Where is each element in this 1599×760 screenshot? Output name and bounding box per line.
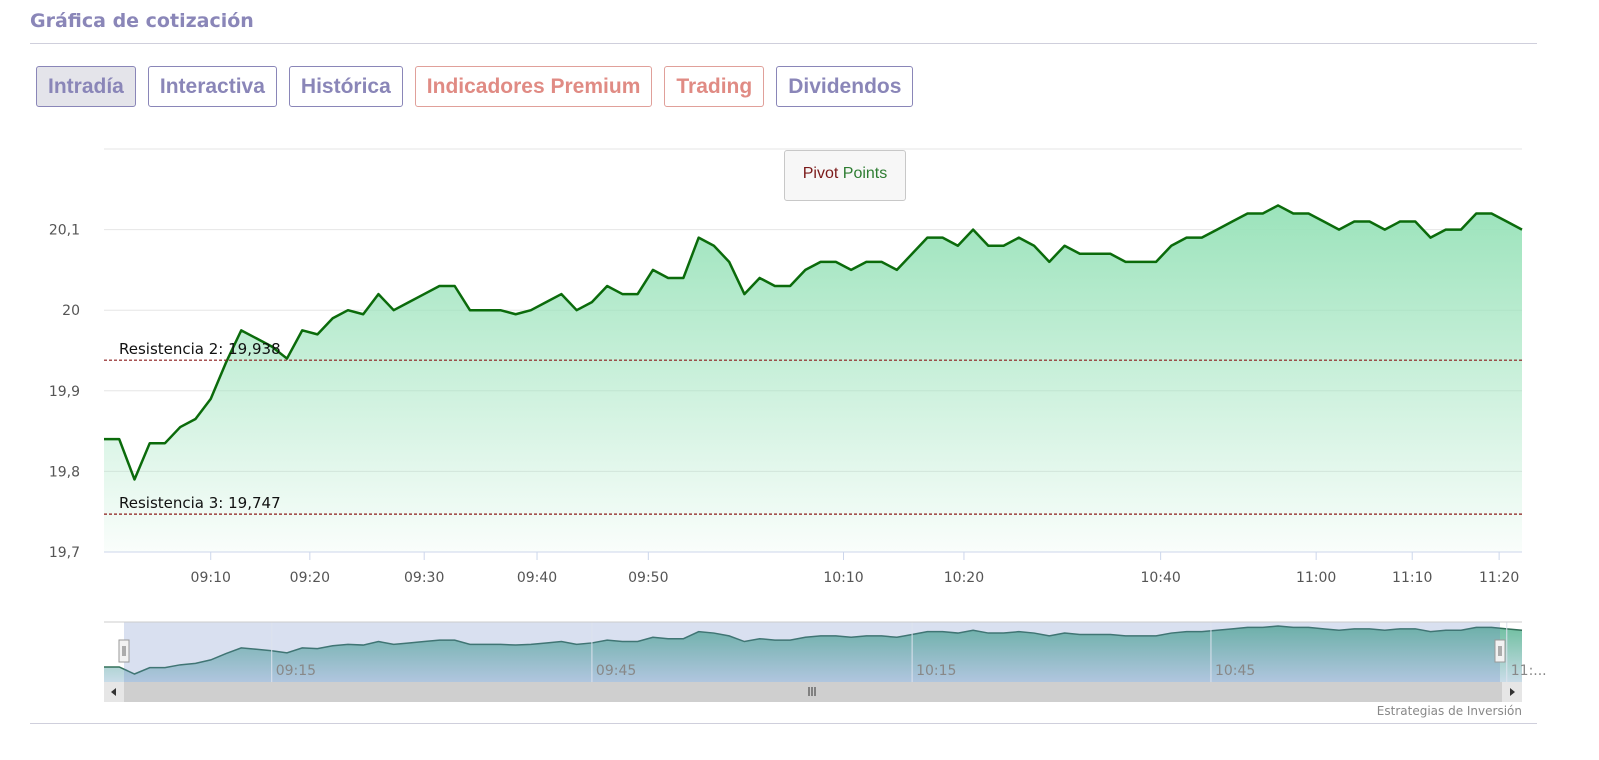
- x-tick-label: 09:40: [517, 570, 557, 586]
- navigator-handle[interactable]: [1494, 639, 1506, 663]
- points-word: Points: [842, 165, 888, 182]
- price-line: [104, 204, 1523, 481]
- x-tick-label: 10:40: [1140, 570, 1180, 586]
- tab-dividendos[interactable]: Dividendos: [776, 66, 914, 107]
- footer-divider: [30, 723, 1537, 724]
- navigator-tick-label: 09:45: [596, 663, 636, 679]
- navigator-tick-label: 10:15: [916, 663, 956, 679]
- y-tick-label: 20: [62, 303, 80, 319]
- chart-tabs: Intradía Interactiva Histórica Indicador…: [36, 66, 914, 107]
- area-fill: [104, 205, 1522, 553]
- navigator-tick-label: 09:15: [276, 663, 316, 679]
- pivot-points-button[interactable]: Pivot Points: [784, 150, 906, 201]
- x-tick-label: 09:10: [191, 570, 231, 586]
- tab-interactiva[interactable]: Interactiva: [147, 66, 277, 107]
- pivot-word: Pivot: [802, 165, 839, 182]
- page-title: Gráfica de cotización: [30, 10, 254, 32]
- y-tick-label: 19,7: [49, 545, 80, 561]
- x-tick-label: 09:50: [628, 570, 668, 586]
- arrow-right-icon: [1510, 688, 1515, 696]
- y-tick-label: 19,8: [49, 464, 80, 480]
- navigator-selection: [124, 622, 1500, 682]
- scrollbar[interactable]: [104, 682, 1522, 702]
- credits: Estrategias de Inversión: [1376, 704, 1522, 718]
- x-tick-label: 10:20: [944, 570, 984, 586]
- x-tick-label: 11:20: [1479, 570, 1519, 586]
- x-tick-label: 09:20: [290, 570, 330, 586]
- x-tick-label: 11:00: [1296, 570, 1336, 586]
- resistance-label: Resistencia 3: 19,747: [119, 494, 281, 512]
- navigator-handle[interactable]: [118, 639, 130, 663]
- navigator-line: [104, 625, 1523, 675]
- x-tick-label: 10:10: [823, 570, 863, 586]
- navigator-tick-label: 11:...: [1511, 663, 1547, 679]
- tab-intradia[interactable]: Intradía: [36, 66, 136, 107]
- x-tick-label: 11:10: [1392, 570, 1432, 586]
- y-tick-label: 19,9: [49, 384, 80, 400]
- y-tick-label: 20,1: [49, 223, 80, 239]
- resistance-label: Resistencia 2: 19,938: [119, 340, 281, 358]
- navigator-tick-label: 10:45: [1215, 663, 1255, 679]
- arrow-left-icon: [111, 688, 116, 696]
- x-tick-label: 09:30: [404, 570, 444, 586]
- divider: [30, 43, 1537, 44]
- tab-historica[interactable]: Histórica: [288, 66, 403, 107]
- tab-trading[interactable]: Trading: [664, 66, 765, 107]
- navigator-area: [104, 626, 1522, 682]
- tab-indicadores-premium[interactable]: Indicadores Premium: [414, 66, 653, 107]
